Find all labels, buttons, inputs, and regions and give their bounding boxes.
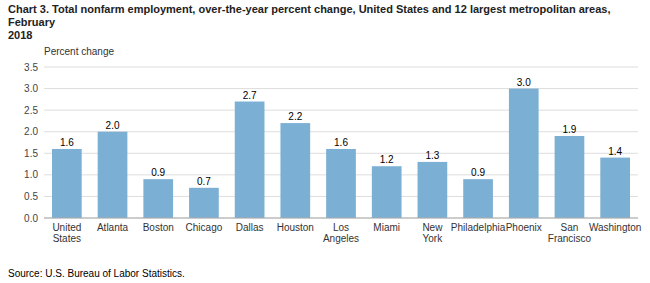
grid xyxy=(44,67,638,218)
source: Source: U.S. Bureau of Labor Statistics. xyxy=(8,268,185,279)
data-label: 2.0 xyxy=(106,120,120,131)
y-tick-label: 1.5 xyxy=(24,148,38,159)
y-tick-label: 3.5 xyxy=(24,62,38,73)
x-tick-label-line: Chicago xyxy=(186,222,223,233)
x-tick-label: Houston xyxy=(277,222,314,233)
x-axis xyxy=(44,218,638,219)
grid-line xyxy=(44,110,638,111)
x-tick-label-line: Philadelphia xyxy=(451,222,506,233)
grid-line xyxy=(44,88,638,89)
x-tick-label-line: Atlanta xyxy=(97,222,129,233)
grid-line xyxy=(44,67,638,68)
grid-line xyxy=(44,218,638,219)
x-tick-label: SanFrancisco xyxy=(548,222,592,244)
bar xyxy=(600,158,630,218)
bar xyxy=(98,132,128,218)
x-tick-label-line: Los xyxy=(333,222,349,233)
title: 2018 xyxy=(8,29,32,41)
data-label: 2.2 xyxy=(288,111,302,122)
bar xyxy=(235,102,265,218)
x-tick-label-line: Dallas xyxy=(236,222,264,233)
x-tick-label: Atlanta xyxy=(97,222,129,233)
bar xyxy=(326,149,356,218)
x-tick-label: UnitedStates xyxy=(52,222,81,244)
x-tick-label-line: York xyxy=(423,233,444,244)
y-axis-label: Percent change xyxy=(44,46,114,57)
data-label: 1.3 xyxy=(425,150,439,161)
y-tick-label: 2.5 xyxy=(24,105,38,116)
x-tick-label-line: Angeles xyxy=(323,233,359,244)
y-tick-label: 0.5 xyxy=(24,191,38,202)
bar xyxy=(189,188,219,218)
data-label: 0.7 xyxy=(197,176,211,187)
bar xyxy=(372,166,402,218)
x-tick-label-line: Phoenix xyxy=(506,222,542,233)
y-tick-label: 1.0 xyxy=(24,169,38,180)
bars xyxy=(52,89,630,218)
grid-line xyxy=(44,131,638,132)
x-tick-label: LosAngeles xyxy=(323,222,359,244)
x-tick-label: Miami xyxy=(373,222,400,233)
data-label: 0.9 xyxy=(151,167,165,178)
data-label: 3.0 xyxy=(517,77,531,88)
x-tick-label: NewYork xyxy=(422,222,443,244)
data-label: 1.6 xyxy=(334,137,348,148)
data-label: 1.9 xyxy=(563,124,577,135)
title: February xyxy=(8,16,56,28)
x-tick-label-line: States xyxy=(53,233,81,244)
x-tick-label-line: New xyxy=(422,222,443,233)
data-label: 2.7 xyxy=(243,90,257,101)
data-label: 1.6 xyxy=(60,137,74,148)
data-label: 1.2 xyxy=(380,154,394,165)
x-tick-label: Philadelphia xyxy=(451,222,506,233)
x-tick-label: Washington xyxy=(589,222,641,233)
x-tick-label: Boston xyxy=(143,222,174,233)
x-tick-label-line: Miami xyxy=(373,222,400,233)
bar xyxy=(555,136,585,218)
y-tick-label: 3.0 xyxy=(24,83,38,94)
chart-svg: Chart 3. Total nonfarm employment, over-… xyxy=(0,0,650,283)
x-tick-label-line: United xyxy=(52,222,81,233)
bar xyxy=(509,89,539,218)
x-tick-label-line: Francisco xyxy=(548,233,592,244)
bar xyxy=(52,149,82,218)
x-tick-label: Dallas xyxy=(236,222,264,233)
x-tick-label: Chicago xyxy=(186,222,223,233)
chart-container: Chart 3. Total nonfarm employment, over-… xyxy=(0,0,650,283)
bar xyxy=(463,179,493,218)
bar xyxy=(280,123,310,218)
y-tick-label: 2.0 xyxy=(24,126,38,137)
bar xyxy=(418,162,448,218)
x-tick-label-line: Washington xyxy=(589,222,641,233)
x-tick-label-line: Boston xyxy=(143,222,174,233)
x-tick-label-line: San xyxy=(561,222,579,233)
title: Chart 3. Total nonfarm employment, over-… xyxy=(8,3,611,15)
data-label: 1.4 xyxy=(608,146,622,157)
x-tick-label: Phoenix xyxy=(506,222,542,233)
y-tick-label: 0.0 xyxy=(24,213,38,224)
x-tick-label-line: Houston xyxy=(277,222,314,233)
data-label: 0.9 xyxy=(471,167,485,178)
bar xyxy=(143,179,173,218)
